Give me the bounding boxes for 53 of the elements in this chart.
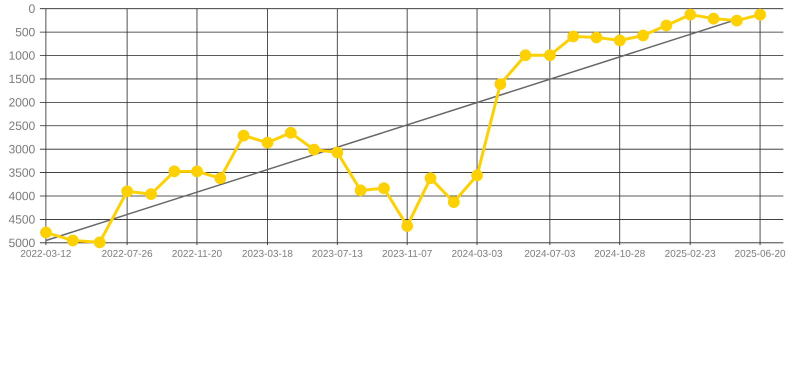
x-tick-label: 2023-03-18 <box>242 250 292 258</box>
y-tick-label: 500 <box>16 28 35 36</box>
point <box>40 226 52 238</box>
x-tick-label: 2025-06-20 <box>735 250 786 258</box>
point <box>354 184 366 196</box>
point <box>191 166 203 178</box>
y-tick-label: 2500 <box>9 122 35 130</box>
x-tick-label: 2024-03-03 <box>452 250 502 258</box>
x-tick-label: 2025-02-23 <box>665 250 716 258</box>
point <box>590 32 602 44</box>
y-tick-label: 0 <box>29 4 35 13</box>
point <box>448 196 460 208</box>
x-tick-label: 2022-07-26 <box>102 250 152 258</box>
point <box>262 136 274 149</box>
point <box>754 8 766 21</box>
point <box>424 172 436 184</box>
point <box>168 166 180 178</box>
point <box>494 78 506 90</box>
y-tick-label: 3000 <box>9 144 35 154</box>
point <box>284 126 297 139</box>
x-tick-label: 2024-07-03 <box>524 250 575 258</box>
point <box>730 14 743 26</box>
point <box>708 12 720 25</box>
point <box>378 182 390 194</box>
point <box>614 34 626 46</box>
x-tick-label: 2022-11-20 <box>172 250 222 258</box>
y-tick-label: 5000 <box>9 238 35 248</box>
point <box>66 234 79 246</box>
point <box>331 146 344 158</box>
point <box>567 30 580 42</box>
y-tick-label: 1000 <box>9 51 35 60</box>
point <box>238 130 250 142</box>
y-tick-label: 1500 <box>9 74 35 84</box>
x-tick-label: 2023-07-13 <box>312 250 362 258</box>
x-tick-label: 2022-03-12 <box>20 250 71 258</box>
point <box>660 20 672 32</box>
x-tick-label: 2023-11-07 <box>382 250 432 258</box>
y-tick-label: 3500 <box>9 168 35 177</box>
point <box>145 188 157 200</box>
point <box>308 144 320 156</box>
point <box>471 170 483 182</box>
point <box>121 186 133 198</box>
point <box>401 220 414 232</box>
y-tick-label: 4000 <box>8 192 35 200</box>
point <box>94 236 106 248</box>
point <box>214 172 226 184</box>
x-tick-label: 2024-10-28 <box>594 250 645 258</box>
point <box>520 49 532 62</box>
y-tick-label: 4500 <box>8 215 35 224</box>
point <box>684 8 696 21</box>
point <box>637 30 649 42</box>
y-tick-label: 2000 <box>9 98 35 107</box>
point <box>544 49 556 62</box>
